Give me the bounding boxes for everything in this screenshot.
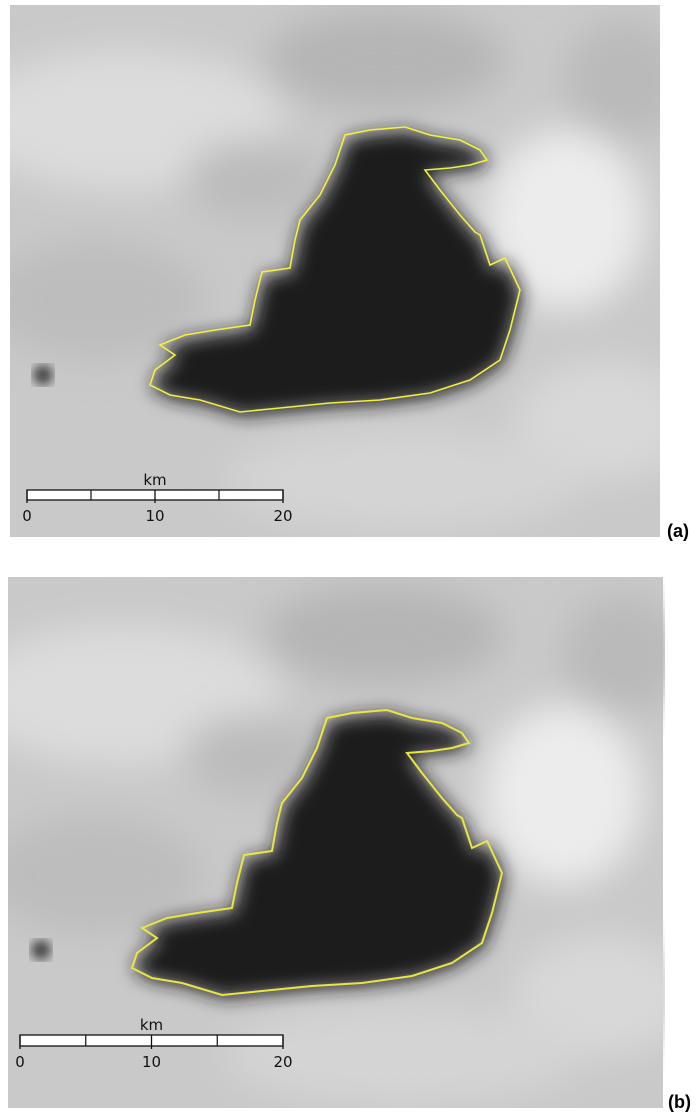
scale-unit: km <box>143 471 166 489</box>
scale-unit: km <box>140 1016 163 1034</box>
scale-tick-label: 20 <box>273 507 292 525</box>
panel-label: (b) <box>668 1092 691 1112</box>
scale-tick-label: 10 <box>142 1053 161 1071</box>
panel-label: (a) <box>667 521 689 541</box>
scale-tick-label: 10 <box>145 507 164 525</box>
image-panel <box>0 575 693 1113</box>
image-panel <box>0 0 695 540</box>
scale-tick-label: 0 <box>22 507 32 525</box>
scale-tick-label: 20 <box>273 1053 292 1071</box>
scale-tick-label: 0 <box>15 1053 25 1071</box>
figure: (a) (b) 0 10 20 km 0 10 20 km <box>0 0 700 1113</box>
